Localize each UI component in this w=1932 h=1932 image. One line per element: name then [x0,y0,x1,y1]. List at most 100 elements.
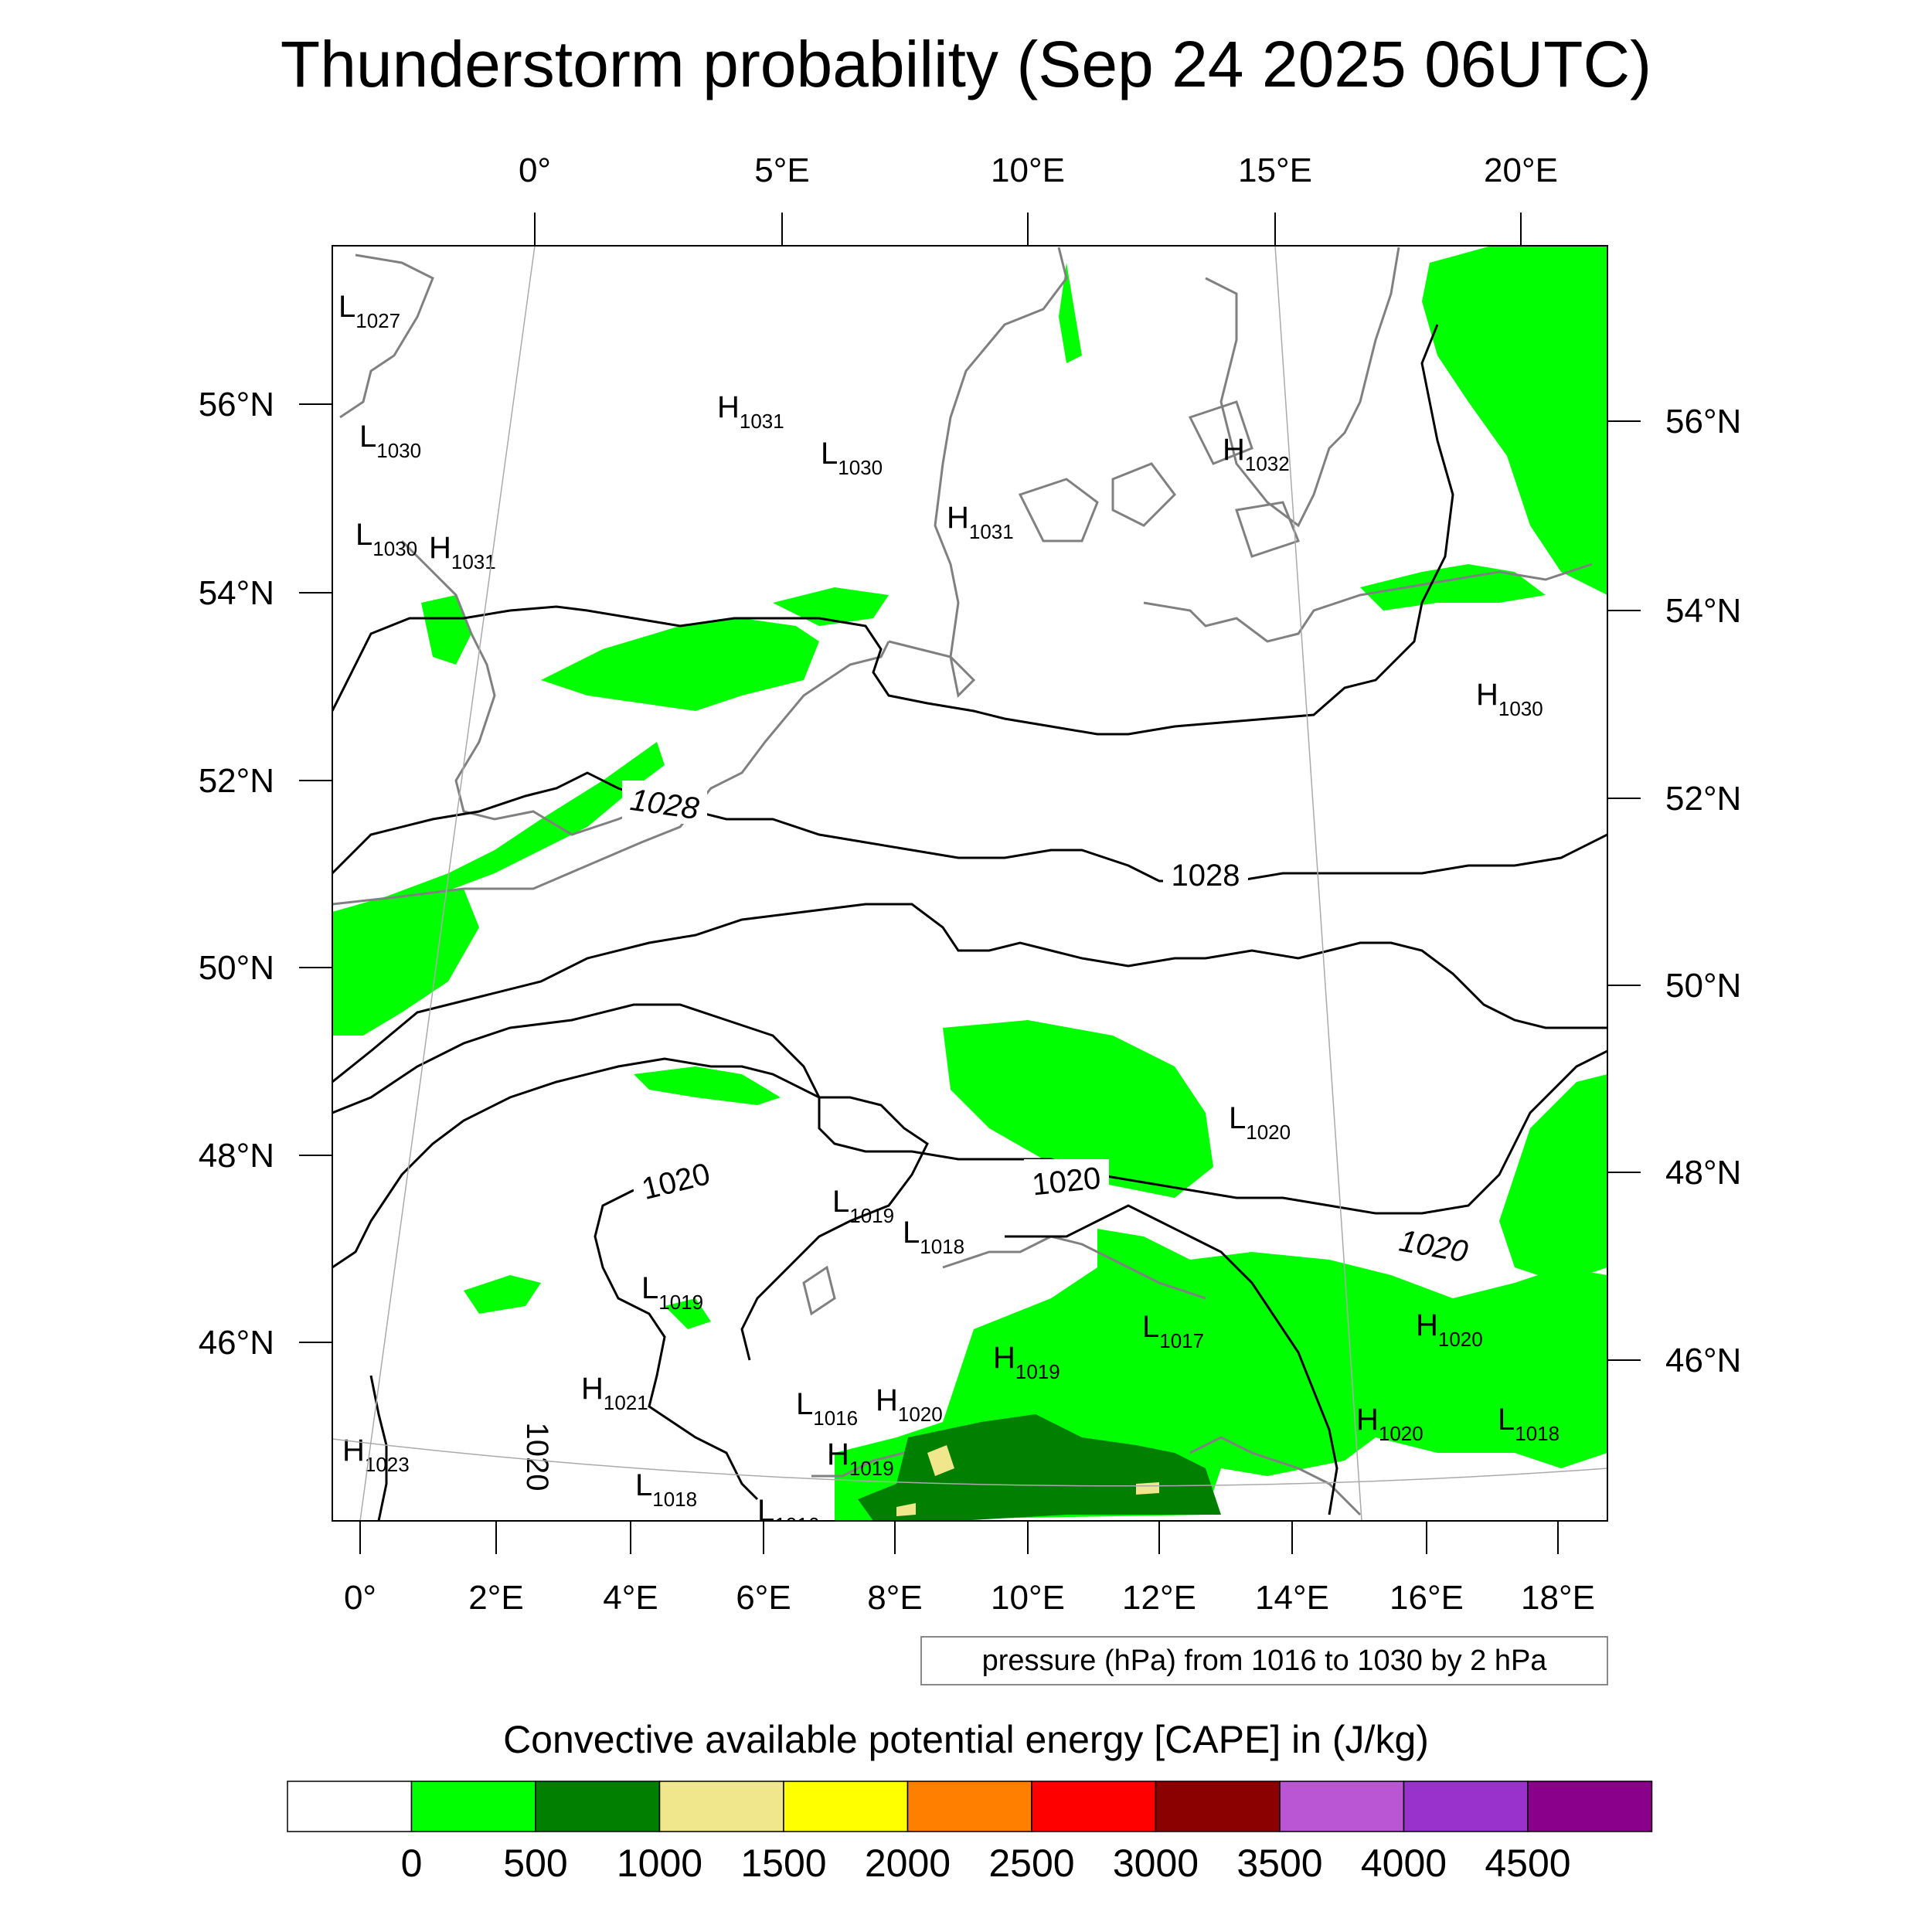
bottom-lon-label: 8°E [867,1579,922,1617]
right-lat-label: 46°N [1665,1342,1741,1379]
colorbar-swatch [410,1781,536,1832]
colorbar-tick-label: 1000 [617,1842,702,1885]
tick-marks [299,213,1641,1554]
map-title: Thunderstorm probability (Sep 24 2025 06… [281,28,1651,100]
pressure-center-label: H1031 [429,531,496,573]
isobar-1028-north [332,771,1607,883]
border-alps [942,1235,1206,1300]
bottom-lon-label: 6°E [736,1579,791,1617]
right-lat-label: 54°N [1665,592,1741,630]
colorbar-tick-labels: 0 500 1000 1500 2000 2500 3000 3500 4000 4500 [401,1842,1571,1885]
cape-area-northsea-b [773,587,889,626]
pressure-center-label: H1019 [827,1437,894,1480]
pressure-center-label: L1016 [757,1494,819,1536]
colorbar-swatch [1403,1781,1529,1832]
coast-baltic-south [1143,563,1593,643]
pressure-note-box [920,1636,1608,1685]
pressure-center-label: L1030 [355,518,417,560]
pressure-center-label: H1030 [1476,678,1543,720]
colorbar-swatch [658,1781,784,1832]
colorbar-tick-label: 500 [503,1842,567,1885]
pressure-center-label: L1017 [1142,1310,1204,1352]
cape-area-france-west [464,1275,541,1314]
coast-denmark-islands [1018,400,1300,558]
bottom-lon-label: 18°E [1521,1579,1595,1617]
pressure-center-label: L1030 [821,437,883,479]
cape-area-khaki-b [896,1503,916,1516]
left-lat-label: 46°N [199,1324,274,1362]
coast-britain [339,253,658,836]
isobar-1026 [332,903,1607,1083]
right-lat-label: 48°N [1665,1154,1741,1192]
meridian-0 [359,246,536,1521]
coast-netherlands-germany [888,247,1068,699]
parallel-45n [332,1438,1607,1487]
colorbar-tick-label: 2500 [988,1842,1074,1885]
pressure-center-label: H1031 [947,501,1014,543]
cape-area-france-center [665,1298,711,1329]
pressure-center-label: H1020 [1356,1403,1423,1445]
colorbar-swatch [535,1781,661,1832]
cape-shading-500-1000 [858,1414,1221,1521]
bottom-lon-label: 14°E [1255,1579,1329,1617]
graticule [332,246,1607,1521]
isobar-label-6: 1020 [520,1423,554,1492]
map-frame [332,245,1608,1522]
cape-area-germany-south [943,1020,1213,1198]
cape-area-belgium-west [332,889,479,1036]
colorbar-swatch [906,1781,1032,1832]
top-lon-label: 15°E [1238,151,1312,189]
pressure-center-label: H1020 [1416,1308,1483,1351]
border-swiss-lakes [802,1265,836,1316]
isobar-1024 [332,1003,1607,1215]
colorbar-swatch [1527,1781,1653,1832]
pressure-center-label: L1018 [1498,1403,1560,1445]
pressure-center-label: H1023 [342,1434,410,1476]
left-lat-label: 50°N [199,949,274,987]
colorbar-title: Convective available potential energy [C… [503,1718,1429,1761]
pressure-center-label: L1018 [635,1468,697,1511]
top-lon-label: 0° [519,151,551,189]
cape-area-east-england [421,595,471,665]
bottom-lon-label: 2°E [468,1579,523,1617]
isobar-1030-north [332,324,1454,736]
isobar-label-2: 1028 [1172,859,1240,893]
colorbar-tick-label: 2000 [865,1842,951,1885]
bottom-lon-label: 16°E [1389,1579,1464,1617]
left-lat-label: 52°N [199,762,274,800]
isobar-label-4: 1020 [1030,1161,1102,1202]
top-longitude-labels: 0° 5°E 10°E 15°E 20°E [519,151,1558,189]
pressure-center-label: L1020 [1229,1101,1291,1144]
right-latitude-labels: 56°N 54°N 52°N 50°N 48°N 46°N [1665,403,1741,1379]
colorbar-swatch [1031,1781,1157,1832]
cape-area-po-valley [858,1414,1221,1521]
isobars [332,324,1607,1521]
coastlines [332,247,1593,1516]
colorbar-swatch [1279,1781,1405,1832]
bottom-lon-label: 10°E [991,1579,1065,1617]
left-lat-label: 54°N [199,574,274,612]
colorbar-tick-label: 0 [401,1842,423,1885]
top-lon-label: 20°E [1484,151,1558,189]
colorbar [287,1781,1653,1832]
colorbar-swatch [1155,1781,1281,1832]
coast-sweden [1205,247,1400,528]
bottom-lon-label: 12°E [1122,1579,1196,1617]
top-lon-label: 10°E [991,151,1065,189]
cape-area-khaki-a [927,1445,954,1476]
colorbar-tick-label: 4500 [1485,1842,1570,1885]
cape-area-khaki-c [1136,1482,1159,1495]
colorbar-tick-label: 4000 [1361,1842,1447,1885]
colorbar-swatch [783,1781,909,1832]
cape-area-france-north [634,1066,781,1105]
bottom-lon-label: 4°E [603,1579,658,1617]
cape-area-baltic-east [1422,246,1607,595]
pressure-center-label: H1021 [581,1372,648,1414]
pressure-center-label: L1027 [338,290,400,332]
colorbar-swatch [287,1781,413,1832]
pressure-note: pressure (hPa) from 1016 to 1030 by 2 hP… [982,1645,1548,1677]
meridian-15e [1274,246,1362,1521]
isobar-1022 [332,1057,929,1361]
bottom-lon-label: 0° [344,1579,376,1617]
